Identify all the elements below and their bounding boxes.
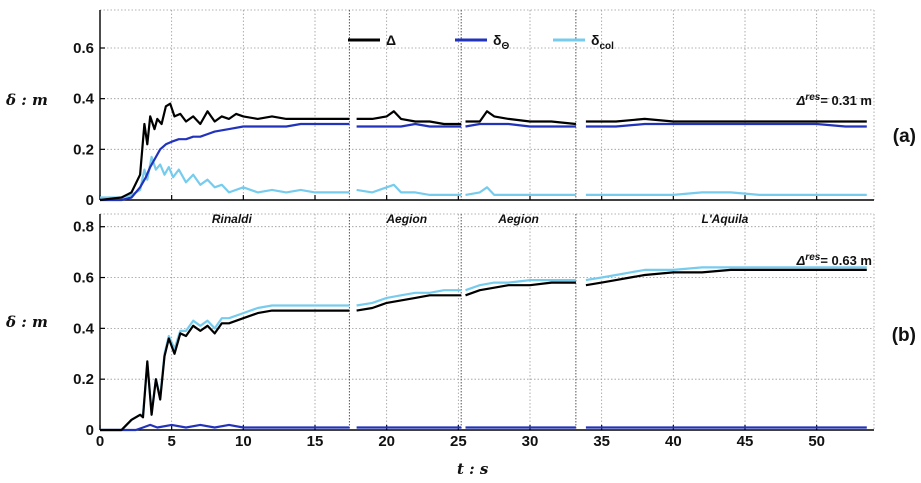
x-tick-label: 10 — [235, 433, 252, 450]
series-line-delta-theta — [465, 122, 576, 128]
series-line-delta-theta — [585, 122, 867, 128]
series-line-delta-col — [585, 266, 867, 282]
x-tick-label: 0 — [96, 433, 104, 450]
segment-label: Aegion — [385, 212, 427, 226]
series-line-delta-col — [465, 279, 576, 292]
series-line-delta-col — [585, 191, 867, 196]
legend-label: δcol — [591, 32, 614, 52]
x-tick-label: 30 — [522, 433, 539, 450]
y-tick-label: 0 — [86, 192, 94, 209]
x-tick-label: 25 — [450, 433, 467, 450]
y-axis-label: δ : m — [5, 91, 48, 109]
segment-label: Aegion — [497, 212, 539, 226]
series-line-delta-col — [356, 183, 462, 196]
panel-b: 0 0.2 0.4 0.6 0.8 δ : m (b) Δres= 0.63 m — [5, 213, 916, 439]
x-tick-label: 50 — [808, 433, 825, 450]
series-line-delta — [99, 102, 350, 202]
series-line-delta-theta — [100, 423, 350, 432]
y-tick-label: 0.6 — [73, 40, 94, 57]
segment-label: Rinaldi — [212, 212, 253, 226]
y-tick-label: 0.4 — [73, 91, 95, 108]
series-line-delta-col — [356, 289, 462, 307]
legend-label: Δ — [386, 32, 396, 48]
x-tick-label: 40 — [665, 433, 682, 450]
series-line-delta — [356, 110, 462, 126]
x-tick-label: 5 — [167, 433, 175, 450]
y-tick-label: 0.4 — [73, 320, 95, 337]
y-tick-label: 0.8 — [73, 219, 94, 236]
segment-label: L'Aquila — [702, 212, 749, 226]
series-line-delta — [100, 309, 350, 432]
series-line-delta-theta — [356, 122, 462, 128]
series-line-delta — [465, 110, 577, 126]
panel-a: 0 0.2 0.4 0.6 δ : m (a) Δres= 0.31 m — [5, 9, 916, 209]
x-tick-label: 45 — [737, 433, 754, 450]
y-tick-label: 0 — [86, 422, 94, 439]
series-line-delta — [585, 117, 867, 123]
residual-annotation: Δres= 0.63 m — [796, 252, 872, 268]
y-tick-label: 0.6 — [73, 270, 94, 287]
y-axis-label: δ : m — [5, 313, 48, 331]
x-axis-label: t : s — [457, 460, 489, 478]
x-tick-label: 20 — [378, 433, 395, 450]
y-tick-label: 0.2 — [73, 371, 94, 388]
y-tick-label: 0.2 — [73, 141, 94, 158]
x-tick-label: 15 — [307, 433, 324, 450]
x-tick-label: 35 — [593, 433, 610, 450]
legend-label: δΘ — [493, 32, 510, 52]
series-line-delta-col — [465, 186, 576, 196]
panel-tag-label: (b) — [892, 325, 916, 346]
series-line-delta — [585, 268, 867, 287]
series-line-delta-theta — [100, 122, 350, 202]
series-line-delta — [356, 294, 462, 312]
residual-annotation: Δres= 0.31 m — [796, 92, 872, 108]
panel-tag-label: (a) — [893, 126, 916, 147]
series-line-delta — [465, 281, 576, 297]
